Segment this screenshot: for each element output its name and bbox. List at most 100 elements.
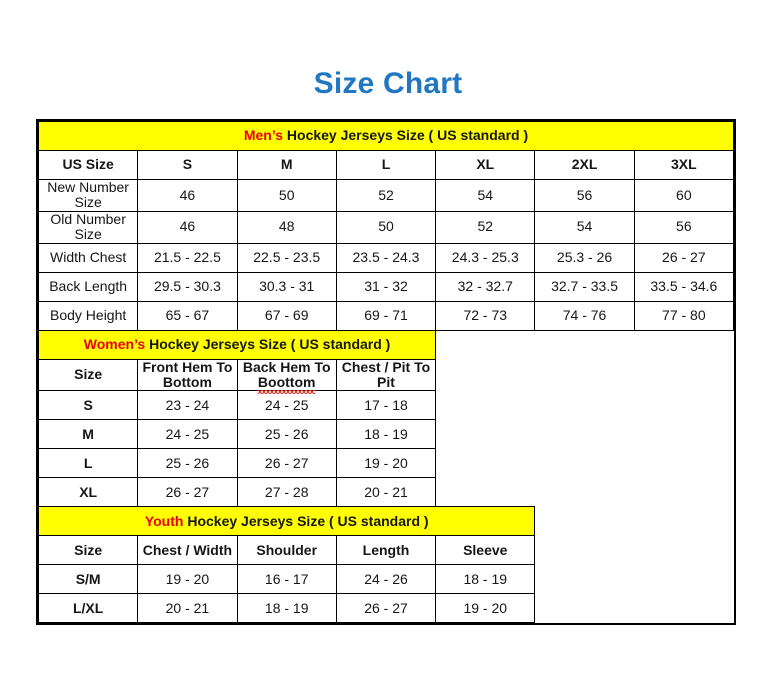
cell-mens-1-5: 56 bbox=[633, 210, 735, 244]
table-row: S/M 19 - 20 16 - 17 24 - 26 18 - 19 bbox=[37, 564, 734, 595]
column-header-youth-2: Shoulder bbox=[236, 535, 337, 566]
cell-youth-1-2: 26 - 27 bbox=[335, 593, 437, 624]
cell-mens-0-4: 56 bbox=[534, 179, 635, 212]
cell-womens-2-2: 19 - 20 bbox=[335, 448, 437, 479]
column-header-mens-1: S bbox=[137, 150, 238, 180]
cell-womens-1-1: 25 - 26 bbox=[236, 419, 337, 450]
cell-mens-1-2: 50 bbox=[335, 210, 437, 244]
cell-youth-0-0: 19 - 20 bbox=[137, 564, 238, 595]
banner-text-mens: Hockey Jerseys Size ( US standard ) bbox=[283, 127, 529, 144]
column-header-mens-2: M bbox=[236, 150, 337, 180]
row-label-youth-0: S/M bbox=[37, 564, 139, 595]
row-label-mens-4: Body Height bbox=[37, 300, 139, 331]
cell-youth-0-1: 16 - 17 bbox=[236, 564, 337, 595]
table-row: XL 26 - 27 27 - 28 20 - 21 bbox=[37, 477, 734, 508]
column-header-row-womens: Size Front Hem To Bottom Back Hem To Boott… bbox=[37, 358, 734, 395]
row-label-mens-0: New Number Size bbox=[37, 179, 139, 212]
cell-mens-1-4: 54 bbox=[534, 210, 635, 244]
banner-text-youth: Hockey Jerseys Size ( US standard ) bbox=[183, 512, 429, 529]
section-banner-mens: Men’s Hockey Jerseys Size ( US standard … bbox=[38, 121, 734, 151]
table-row: Back Length 29.5 - 30.3 30.3 - 31 31 - 32 32… bbox=[37, 271, 735, 302]
section-banner-womens: Women’s Hockey Jerseys Size ( US standar… bbox=[37, 329, 437, 360]
cell-mens-2-1: 22.5 - 23.5 bbox=[236, 242, 337, 273]
cell-womens-3-0: 26 - 27 bbox=[137, 477, 238, 508]
cell-mens-3-3: 32 - 32.7 bbox=[435, 271, 536, 302]
column-header-womens-1: Front Hem To Bottom bbox=[137, 358, 238, 392]
banner-accent-youth: Youth bbox=[144, 512, 184, 529]
cell-womens-0-2: 17 - 18 bbox=[335, 390, 437, 421]
column-header-youth-4: Sleeve bbox=[435, 535, 536, 566]
row-label-womens-0: S bbox=[37, 390, 139, 421]
cell-womens-3-1: 27 - 28 bbox=[236, 477, 337, 508]
row-label-youth-1: L/XL bbox=[37, 593, 139, 624]
table-row: M 24 - 25 25 - 26 18 - 19 bbox=[37, 419, 734, 450]
cell-mens-0-2: 52 bbox=[335, 179, 437, 212]
spellcheck-underline: Boottom bbox=[257, 373, 316, 395]
banner-accent-mens: Men’s bbox=[243, 127, 284, 144]
cell-mens-2-0: 21.5 - 22.5 bbox=[137, 242, 238, 273]
cell-womens-2-0: 25 - 26 bbox=[137, 448, 238, 479]
column-header-mens-0: US Size bbox=[37, 150, 139, 180]
cell-mens-0-0: 46 bbox=[137, 179, 238, 212]
cell-womens-3-2: 20 - 21 bbox=[335, 477, 437, 508]
column-header-row-mens: US Size S M L XL 2XL 3XL bbox=[37, 150, 735, 180]
table-row: New Number Size 46 50 52 54 56 60 bbox=[37, 179, 735, 212]
cell-womens-0-1: 24 - 25 bbox=[236, 390, 337, 421]
row-label-womens-3: XL bbox=[37, 477, 139, 508]
row-label-mens-1: Old Number Size bbox=[37, 210, 139, 244]
cell-mens-4-2: 69 - 71 bbox=[335, 300, 437, 331]
row-label-womens-1: M bbox=[37, 419, 139, 450]
column-header-womens-3: Chest / Pit To Pit bbox=[335, 358, 437, 392]
cell-womens-0-0: 23 - 24 bbox=[137, 390, 238, 421]
cell-mens-2-5: 26 - 27 bbox=[633, 242, 735, 273]
column-header-womens-0: Size bbox=[37, 358, 139, 392]
column-header-womens-2: Back Hem To Boottom bbox=[236, 358, 337, 395]
table-row: L/XL 20 - 21 18 - 19 26 - 27 19 - 20 bbox=[37, 593, 734, 624]
cell-womens-2-1: 26 - 27 bbox=[236, 448, 337, 479]
cell-mens-3-1: 30.3 - 31 bbox=[236, 271, 337, 302]
cell-mens-3-5: 33.5 - 34.6 bbox=[633, 271, 735, 302]
cell-mens-4-0: 65 - 67 bbox=[137, 300, 238, 331]
banner-row-mens: Men’s Hockey Jerseys Size ( US standard … bbox=[38, 121, 734, 151]
cell-mens-3-0: 29.5 - 30.3 bbox=[137, 271, 238, 302]
cell-mens-4-1: 67 - 69 bbox=[236, 300, 337, 331]
size-chart-table: Men’s Hockey Jerseys Size ( US standard … bbox=[37, 121, 735, 624]
column-header-youth-3: Length bbox=[335, 535, 437, 566]
column-header-youth-0: Size bbox=[37, 535, 139, 566]
column-header-mens-6: 3XL bbox=[633, 150, 735, 180]
row-label-womens-2: L bbox=[37, 448, 139, 479]
cell-youth-1-0: 20 - 21 bbox=[137, 593, 238, 624]
row-label-mens-2: Width Chest bbox=[37, 242, 139, 273]
column-header-youth-1: Chest / Width bbox=[137, 535, 238, 566]
section-banner-youth: Youth Hockey Jerseys Size ( US standard … bbox=[37, 506, 536, 537]
row-label-mens-3: Back Length bbox=[37, 271, 139, 302]
cell-mens-2-4: 25.3 - 26 bbox=[534, 242, 635, 273]
cell-mens-4-3: 72 - 73 bbox=[435, 300, 536, 331]
cell-youth-1-1: 18 - 19 bbox=[236, 593, 337, 624]
cell-mens-1-3: 52 bbox=[435, 210, 536, 244]
banner-row-womens: Women’s Hockey Jerseys Size ( US standar… bbox=[37, 329, 734, 360]
size-chart-body: Men’s Hockey Jerseys Size ( US standard … bbox=[37, 121, 735, 624]
banner-text-womens: Hockey Jerseys Size ( US standard ) bbox=[145, 335, 391, 352]
cell-mens-0-3: 54 bbox=[435, 179, 536, 212]
cell-mens-3-2: 31 - 32 bbox=[335, 271, 437, 302]
table-row: L 25 - 26 26 - 27 19 - 20 bbox=[37, 448, 734, 479]
cell-mens-2-3: 24.3 - 25.3 bbox=[435, 242, 536, 273]
cell-mens-0-5: 60 bbox=[633, 179, 735, 212]
cell-mens-0-1: 50 bbox=[236, 179, 337, 212]
cell-mens-3-4: 32.7 - 33.5 bbox=[534, 271, 635, 302]
cell-mens-4-5: 77 - 80 bbox=[633, 300, 735, 331]
cell-womens-1-0: 24 - 25 bbox=[137, 419, 238, 450]
cell-mens-1-0: 46 bbox=[137, 210, 238, 244]
table-row: S 23 - 24 24 - 25 17 - 18 bbox=[37, 390, 734, 421]
cell-mens-4-4: 74 - 76 bbox=[534, 300, 635, 331]
cell-mens-1-1: 48 bbox=[236, 210, 337, 244]
banner-accent-womens: Women’s bbox=[83, 335, 146, 352]
cell-youth-1-3: 19 - 20 bbox=[435, 593, 536, 624]
cell-youth-0-3: 18 - 19 bbox=[435, 564, 536, 595]
cell-mens-2-2: 23.5 - 24.3 bbox=[335, 242, 437, 273]
table-row: Body Height 65 - 67 67 - 69 69 - 71 72 - 73 7… bbox=[37, 300, 735, 331]
column-header-row-youth: Size Chest / Width Shoulder Length Sleeve bbox=[37, 535, 734, 566]
table-row: Old Number Size 46 48 50 52 54 56 bbox=[37, 210, 735, 244]
column-header-mens-4: XL bbox=[435, 150, 536, 180]
